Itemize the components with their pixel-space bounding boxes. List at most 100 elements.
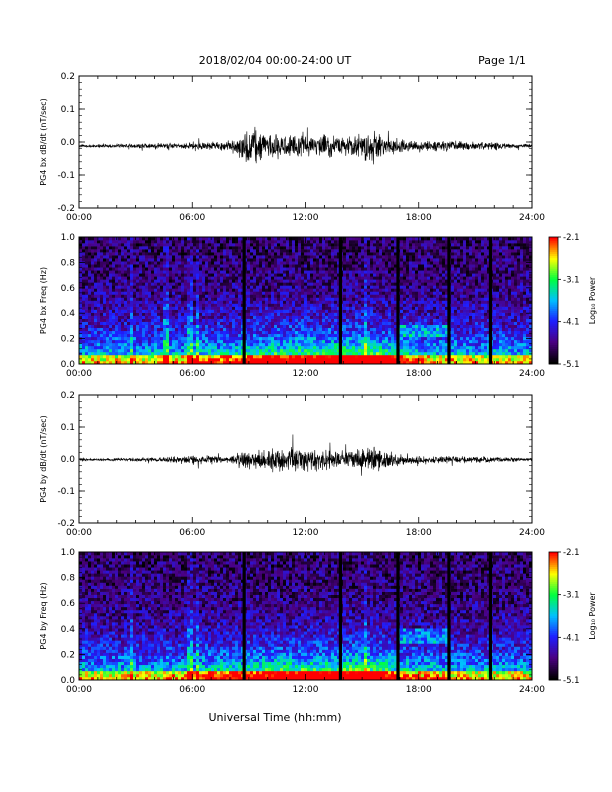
spectrogram-cell	[382, 348, 386, 353]
spectrogram-cell	[121, 279, 125, 283]
spectrogram-cell	[184, 267, 188, 271]
spectrogram-cell	[394, 273, 398, 277]
spectrogram-cell	[112, 297, 116, 301]
spectrogram-cell	[391, 300, 395, 304]
spectrogram-cell	[313, 252, 317, 256]
spectrogram-cell	[337, 288, 341, 292]
spectrogram-cell	[274, 291, 278, 295]
spectrogram-cell	[226, 282, 230, 286]
spectrogram-cell	[313, 273, 317, 277]
spectrogram-cell	[136, 240, 140, 244]
spectrogram-cell	[400, 273, 404, 277]
spectrogram-cell	[199, 348, 203, 353]
spectrogram-cell	[106, 276, 110, 280]
spectrogram-cell	[421, 318, 425, 322]
spectrogram-cell	[232, 246, 236, 250]
spectrogram-cell	[361, 285, 365, 289]
spectrogram-cell	[217, 357, 221, 362]
spectrogram-cell	[250, 324, 254, 329]
spectrogram-cell	[274, 354, 278, 359]
spectrogram-cell	[124, 318, 128, 322]
spectrogram-cell	[199, 327, 203, 332]
spectrogram-cell	[217, 303, 221, 307]
spectrogram-cell	[352, 273, 356, 277]
spectrogram-cell	[151, 306, 155, 310]
spectrogram-cell	[247, 294, 251, 298]
spectrogram-cell	[199, 360, 203, 365]
spectrogram-cell	[316, 237, 320, 241]
spectrogram-cell	[211, 303, 215, 307]
spectrogram-cell	[121, 282, 125, 286]
spectrogram-cell	[184, 240, 188, 244]
spectrogram-cell	[232, 237, 236, 241]
spectrogram-cell	[370, 237, 374, 241]
spectrogram-cell	[328, 330, 332, 335]
spectrogram-cell	[421, 357, 425, 362]
spectrogram-cell	[223, 333, 227, 338]
spectrogram-cell	[334, 360, 338, 365]
spectrogram-cell	[220, 357, 224, 362]
spectrogram-cell	[265, 348, 269, 353]
spectrogram-cell	[109, 339, 113, 344]
spectrogram-cell	[169, 249, 173, 253]
spectrogram-cell	[364, 294, 368, 298]
spectrogram-cell	[178, 333, 182, 338]
spectrogram-cell	[274, 300, 278, 304]
spectrogram-cell	[310, 351, 314, 356]
spectrogram-cell	[232, 282, 236, 286]
spectrogram-cell	[316, 264, 320, 268]
spectrogram-cell	[193, 282, 197, 286]
spectrogram-cell	[202, 276, 206, 280]
spectrogram-cell	[364, 339, 368, 344]
spectrogram-cell	[304, 297, 308, 301]
spectrogram-cell	[211, 282, 215, 286]
spectrogram-cell	[85, 333, 89, 338]
spectrogram-cell	[247, 336, 251, 341]
spectrogram-cell	[187, 294, 191, 298]
spectrogram-cell	[271, 282, 275, 286]
spectrogram-cell	[319, 276, 323, 280]
spectrogram-cell	[307, 249, 311, 253]
spectrogram-cell	[328, 255, 332, 259]
spectrogram-cell	[424, 330, 428, 335]
spectrogram-cell	[313, 318, 317, 322]
spectrogram-cell	[313, 264, 317, 268]
spectrogram-cell	[403, 318, 407, 322]
spectrogram-cell	[295, 291, 299, 295]
spectrogram-cell	[367, 315, 371, 319]
spectrogram-cell	[280, 249, 284, 253]
spectrogram-cell	[196, 354, 200, 359]
spectrogram-cell	[184, 237, 188, 241]
spectrogram-cell	[256, 252, 260, 256]
spectrogram-cell	[253, 336, 257, 341]
spectrogram-cell	[205, 279, 209, 283]
spectrogram-cell	[250, 291, 254, 295]
spectrogram-cell	[361, 318, 365, 322]
spectrogram-cell	[319, 327, 323, 332]
spectrogram-cell	[193, 336, 197, 341]
spectrogram-cell	[280, 333, 284, 338]
spectrogram-cell	[307, 267, 311, 271]
spectrogram-cell	[169, 237, 173, 241]
spectrogram-cell	[292, 288, 296, 292]
spectrogram-cell	[325, 279, 329, 283]
spectrogram-cell	[310, 279, 314, 283]
spectrogram-cell	[415, 345, 419, 350]
spectrogram-cell	[271, 261, 275, 265]
spectrogram-cell	[298, 273, 302, 277]
spectrogram-cell	[214, 267, 218, 271]
spectrogram-cell	[421, 237, 425, 241]
spectrogram-cell	[295, 309, 299, 313]
spectrogram-cell	[103, 333, 107, 338]
spectrogram-cell	[109, 252, 113, 256]
spectrogram-cell	[190, 324, 194, 329]
spectrogram-cell	[139, 294, 143, 298]
spectrogram-cell	[214, 294, 218, 298]
spectrogram-cell	[139, 249, 143, 253]
spectrogram-cell	[424, 282, 428, 286]
spectrogram-cell	[316, 324, 320, 329]
spectrogram-cell	[145, 357, 149, 362]
spectrogram-cell	[358, 237, 362, 241]
spectrogram-cell	[358, 315, 362, 319]
spectrogram-cell	[337, 303, 341, 307]
